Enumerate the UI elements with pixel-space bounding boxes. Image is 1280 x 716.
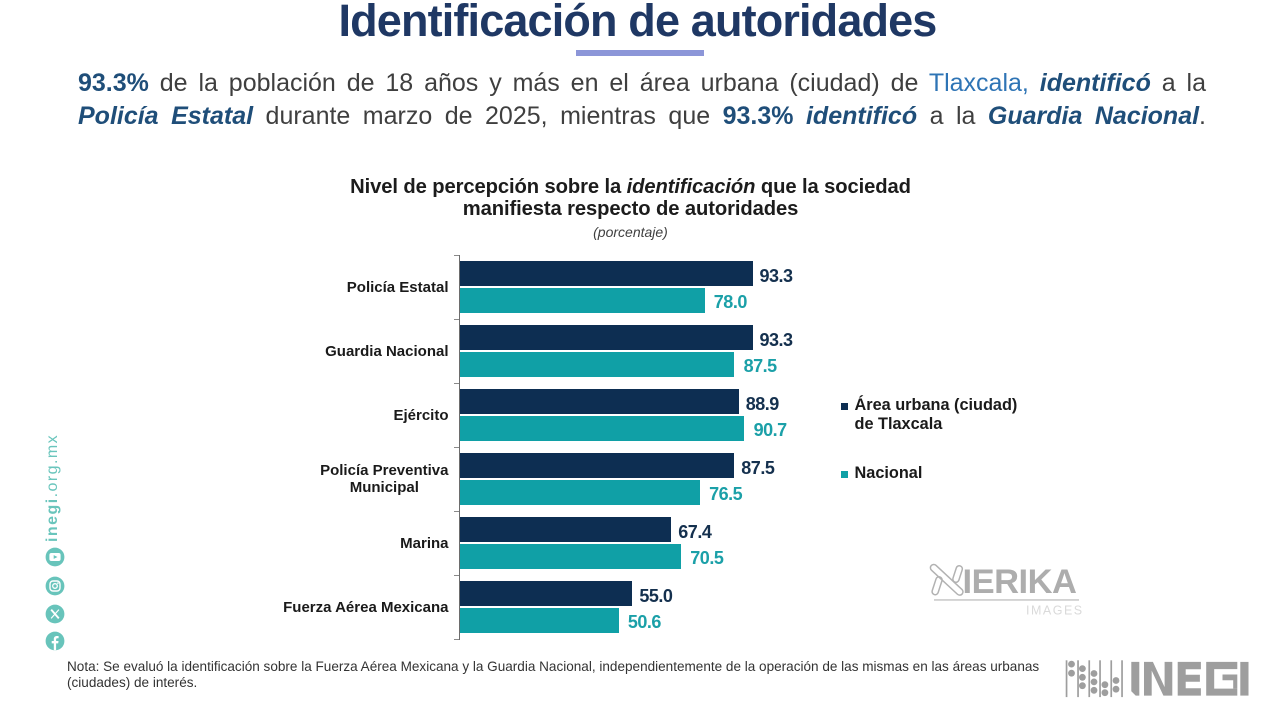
svg-text:IERIKA: IERIKA [963,563,1077,601]
svg-text:IMAGES: IMAGES [1026,604,1084,618]
